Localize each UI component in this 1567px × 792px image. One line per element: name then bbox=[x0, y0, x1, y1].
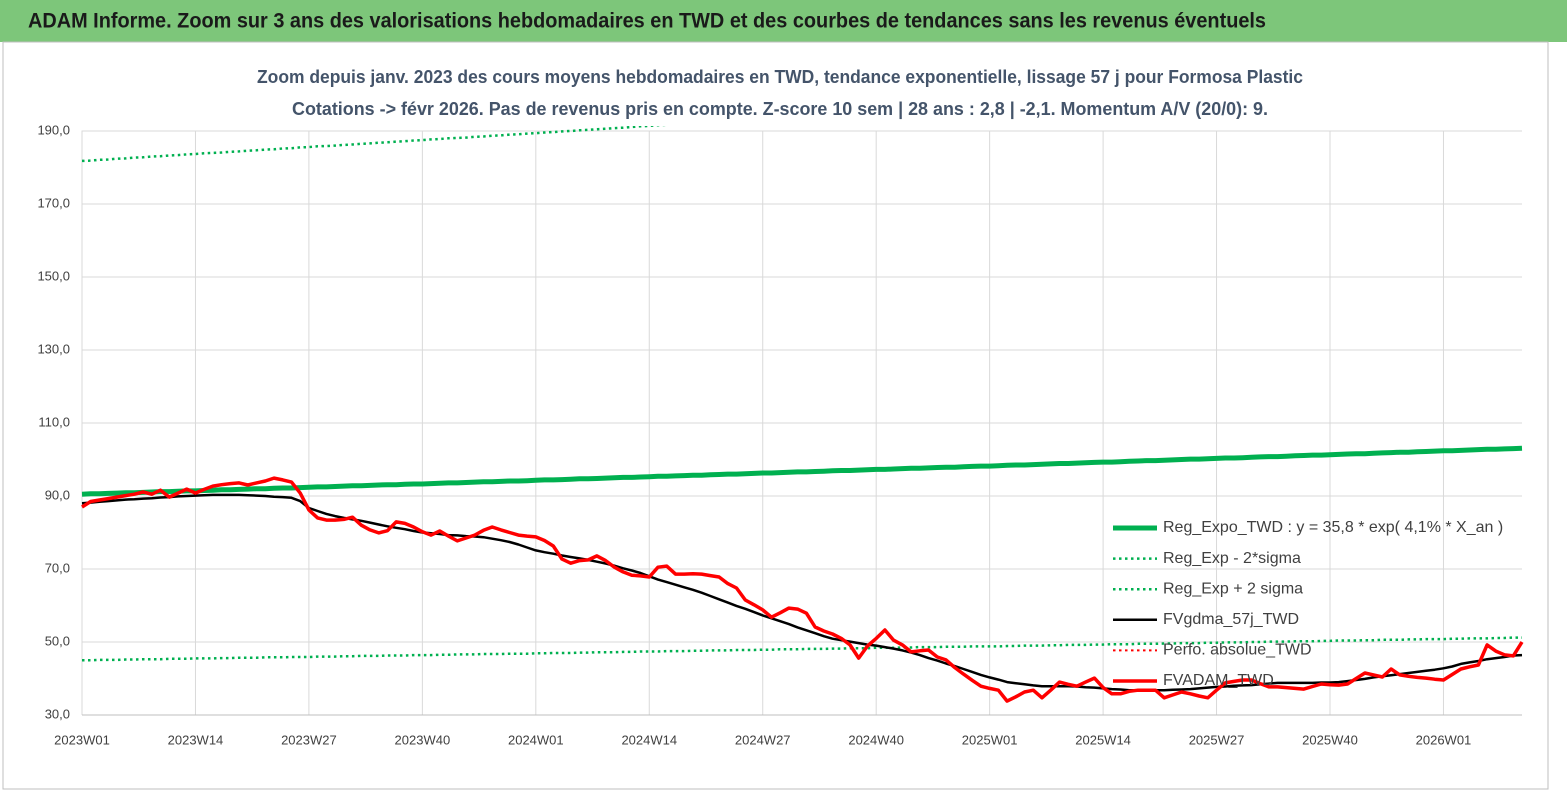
x-tick-label: 2023W01 bbox=[54, 732, 110, 747]
x-tick-label: 2024W40 bbox=[848, 732, 904, 747]
x-tick-label: 2024W14 bbox=[621, 732, 677, 747]
subtitle-line: Cotations -> févr 2026. Pas de revenus p… bbox=[292, 99, 1268, 119]
series-line bbox=[81, 445, 1523, 497]
legend-label: FVgdma_57j_TWD bbox=[1163, 611, 1299, 628]
legend: Reg_Expo_TWD : y = 35,8 * exp( 4,1% * X_… bbox=[1113, 519, 1503, 689]
series-line bbox=[82, 636, 1522, 662]
legend-label: Reg_Exp - 2*sigma bbox=[1163, 550, 1301, 567]
x-tick-label: 2024W01 bbox=[508, 732, 564, 747]
x-tick-label: 2025W14 bbox=[1075, 732, 1131, 747]
y-tick-label: 70,0 bbox=[45, 560, 70, 575]
y-tick-label: 130,0 bbox=[37, 341, 70, 356]
x-tick-label: 2025W27 bbox=[1189, 732, 1245, 747]
plot-lines bbox=[81, 94, 1524, 703]
y-tick-label: 30,0 bbox=[45, 706, 70, 721]
x-tick-label: 2024W27 bbox=[735, 732, 791, 747]
subtitle-box bbox=[255, 62, 1310, 126]
chart-frame bbox=[2, 41, 1549, 790]
series-line bbox=[81, 493, 1523, 692]
y-tick-label: 50,0 bbox=[45, 633, 70, 648]
x-tick-label: 2025W01 bbox=[962, 732, 1018, 747]
y-tick-label: 90,0 bbox=[45, 487, 70, 502]
y-tick-label: 150,0 bbox=[37, 268, 70, 283]
subtitle-line: Zoom depuis janv. 2023 des cours moyens … bbox=[257, 67, 1303, 87]
legend-label: FVADAM_TWD bbox=[1163, 672, 1274, 689]
x-tick-label: 2023W40 bbox=[395, 732, 451, 747]
grid: 30,0 50,0 70,0 90,0 110,0 130,0 150,0 170,0 190,… bbox=[37, 122, 1522, 747]
legend-label: Reg_Exp + 2 sigma bbox=[1163, 580, 1303, 597]
series-line bbox=[81, 476, 1524, 703]
legend-label: Reg_Expo_TWD : y = 35,8 * exp( 4,1% * X_… bbox=[1163, 519, 1503, 536]
header-bar bbox=[0, 0, 1567, 42]
x-tick-label: 2023W14 bbox=[168, 732, 224, 747]
y-tick-label: 110,0 bbox=[38, 414, 70, 429]
chart-title: ADAM Informe. Zoom sur 3 ans des valoris… bbox=[28, 10, 1266, 33]
x-tick-label: 2023W27 bbox=[281, 732, 337, 747]
x-tick-label: 2025W40 bbox=[1302, 732, 1358, 747]
legend-label: Perfo. absolue_TWD bbox=[1163, 642, 1312, 659]
y-tick-label: 190,0 bbox=[37, 122, 70, 137]
y-tick-label: 170,0 bbox=[37, 195, 70, 210]
x-tick-label: 2026W01 bbox=[1416, 732, 1472, 747]
